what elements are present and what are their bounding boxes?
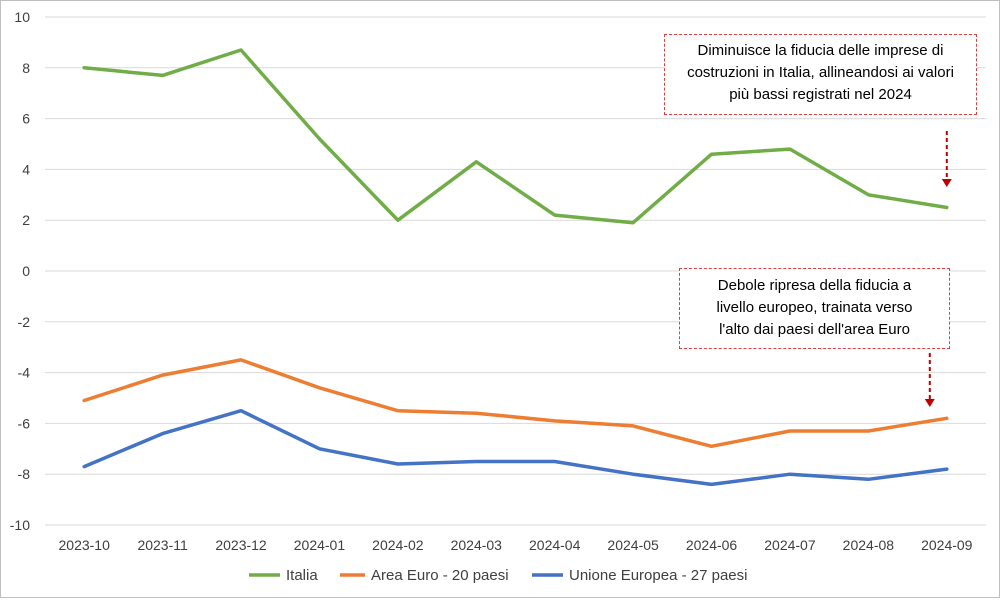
y-tick-label: 4 xyxy=(22,161,30,177)
y-tick-label: 10 xyxy=(14,9,30,25)
y-tick-label: -8 xyxy=(18,466,31,482)
series-line-2 xyxy=(82,358,949,449)
annotation-europe-line-1: Debole ripresa della fiducia a xyxy=(717,277,912,294)
annotation-italia-line-1: Diminuisce la fiducia delle imprese di xyxy=(697,42,944,59)
annotation-arrow-europe xyxy=(924,353,935,407)
y-tick-label: 8 xyxy=(22,60,30,76)
y-tick-label: -4 xyxy=(18,365,31,381)
annotation-europe-line-3: l'alto dai paesi dell'area Euro xyxy=(719,321,910,338)
annotation-italia-line-2: costruzioni in Italia, allineandosi ai v… xyxy=(687,64,954,81)
legend-entry-1: Italia xyxy=(249,567,318,584)
y-tick-label: 0 xyxy=(22,263,30,279)
y-tick-label: 6 xyxy=(22,111,30,127)
x-tick-label: 2024-04 xyxy=(529,537,581,553)
series-line-3 xyxy=(82,408,949,487)
legend-label: Unione Europea - 27 paesi xyxy=(569,567,747,584)
series-line-1 xyxy=(82,48,949,225)
annotation-italia-line-3: più bassi registrati nel 2024 xyxy=(729,86,912,103)
legend-label: Area Euro - 20 paesi xyxy=(371,567,509,584)
x-tick-label: 2024-05 xyxy=(607,537,659,553)
annotation-europe: Debole ripresa della fiducia a livello e… xyxy=(679,268,950,349)
y-tick-label: -2 xyxy=(18,314,31,330)
legend-entry-2: Area Euro - 20 paesi xyxy=(340,567,509,584)
y-tick-label: -10 xyxy=(10,517,30,533)
annotation-europe-line-2: livello europeo, trainata verso xyxy=(716,299,913,316)
annotation-arrow-italia xyxy=(941,131,952,187)
y-tick-label: 2 xyxy=(22,212,30,228)
x-tick-label: 2024-06 xyxy=(686,537,738,553)
x-tick-label: 2024-09 xyxy=(921,537,973,553)
x-tick-label: 2023-10 xyxy=(59,537,111,553)
x-tick-label: 2023-12 xyxy=(215,537,267,553)
x-tick-label: 2024-07 xyxy=(764,537,816,553)
annotation-italia: Diminuisce la fiducia delle imprese di c… xyxy=(664,34,977,115)
x-tick-label: 2024-01 xyxy=(294,537,346,553)
legend-entry-3: Unione Europea - 27 paesi xyxy=(532,567,747,584)
y-tick-label: -6 xyxy=(18,415,31,431)
x-tick-label: 2024-03 xyxy=(451,537,503,553)
legend-label: Italia xyxy=(286,567,318,584)
y-axis-ticks: -10 -8 -6 -4 -2 0 2 4 6 8 10 xyxy=(10,9,30,533)
x-tick-label: 2024-02 xyxy=(372,537,424,553)
legend: Italia Area Euro - 20 paesi Unione Europea… xyxy=(249,567,747,584)
x-axis-ticks: 2023-10 2023-11 2023-12 2024-01 2024-02 2024-… xyxy=(59,537,973,553)
x-tick-label: 2024-08 xyxy=(843,537,895,553)
series-lines xyxy=(82,48,949,487)
annotation-arrows xyxy=(924,131,952,407)
x-tick-label: 2023-11 xyxy=(137,537,188,553)
